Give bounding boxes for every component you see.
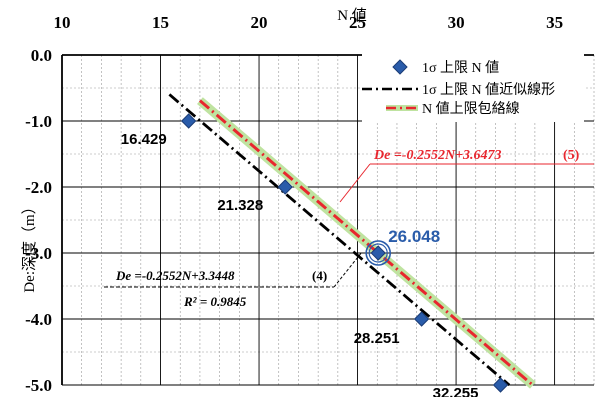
red-equation: De =-0.2552N+3.6473 [373,148,502,163]
red-equation-number: (5) [563,148,580,163]
black-equation-annotation: De =-0.2552N+3.3448 (4) R² = 0.9845 [104,251,363,309]
x-tick-label: 20 [251,13,268,32]
x-tick-label: 15 [152,13,169,32]
highlight-ring-outer [365,240,392,266]
x-tick-label: 25 [349,13,366,32]
data-label: 32.255 [433,385,479,397]
black-equation-number: (4) [312,268,327,283]
y-tick-label: -2.0 [25,178,52,197]
red-leader-diagonal [339,163,371,203]
envelope-line [198,99,534,387]
y-tick-label: -5.0 [25,376,52,395]
data-point-diamond [277,179,293,195]
data-label: 26.048 [388,227,440,246]
data-point-diamond [492,377,509,393]
legend-label-envelope: N 値上限包絡線 [422,101,520,117]
x-tick-label: 10 [54,13,71,32]
tick-labels: 10 15 20 25 30 35 0.0 -1.0 -2.0 -3.0 -4.0 -5.0 [25,13,563,395]
data-point-diamond [180,113,197,129]
y-tick-label: -4.0 [25,310,52,329]
highlight-ring-inner [368,243,388,263]
black-leader-diagonal [333,251,363,288]
x-axis-title: N 値 [337,7,367,24]
black-equation: De =-0.2552N+3.3448 [115,268,235,283]
legend-label-fit: 1σ 上限 N 値近似線形 [422,82,555,98]
legend-label-points: 1σ 上限 N 値 [422,60,499,76]
y-tick-label: 0.0 [31,46,52,65]
data-label: 21.328 [217,197,263,214]
data-points [180,113,509,393]
y-tick-label: -3.0 [25,244,52,263]
red-equation-annotation: De =-0.2552N+3.6473 (5) [339,148,594,203]
x-tick-label: 35 [546,13,563,32]
y-axis-title: De:深度（m） [21,199,38,292]
data-label: 28.251 [354,330,400,347]
legend-diamond-icon [392,59,408,75]
legend: 1σ 上限 N 値 1σ 上限 N 値近似線形 N 値上限包絡線 [362,52,584,122]
data-point-diamond [413,311,430,327]
x-tick-label: 30 [448,13,465,32]
data-label: 16.429 [121,131,167,148]
y-tick-label: -1.0 [25,112,52,131]
data-labels: 16.429 21.328 26.048 28.251 32.255 [121,131,479,397]
r-squared: R² = 0.9845 [183,294,247,309]
data-point-diamond [370,245,386,261]
fit-line [168,93,511,387]
trend-lines [168,93,534,387]
